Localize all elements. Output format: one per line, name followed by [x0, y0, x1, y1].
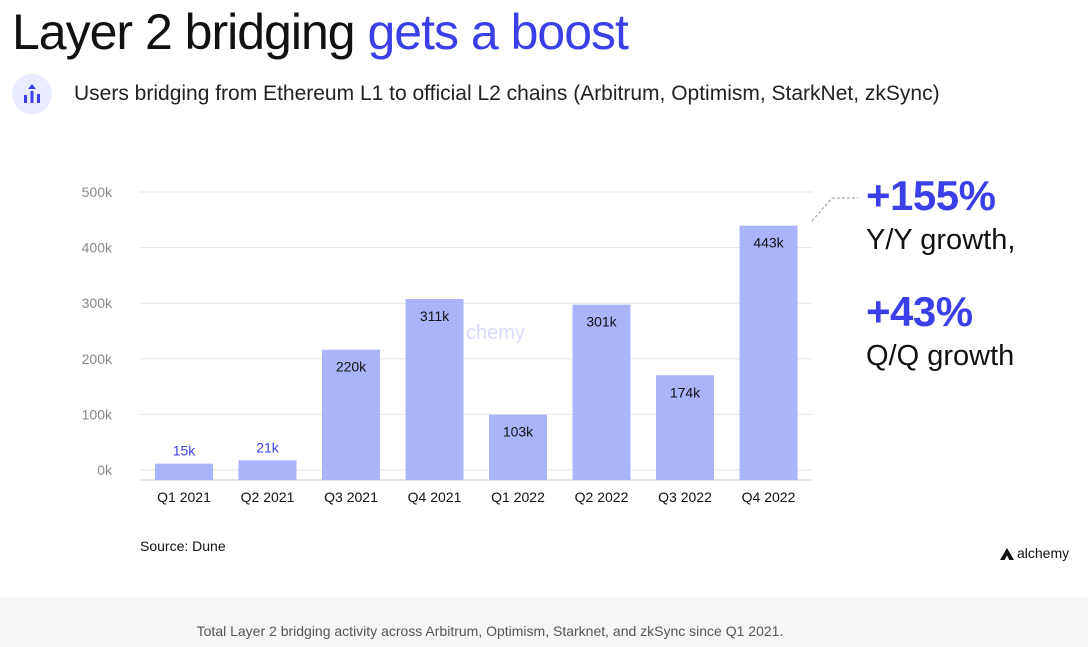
data-label: 103k — [503, 424, 534, 440]
alchemy-logo-icon — [1000, 548, 1014, 560]
qoq-growth-value: +43% — [866, 288, 973, 335]
yoy-growth-value: +155% — [866, 172, 996, 219]
data-labels: 15k 21k 220k 311k 103k 301k 174k 443k — [173, 235, 785, 459]
y-tick-label: 100k — [82, 406, 113, 422]
qoq-growth-label: Q/Q growth — [866, 340, 1015, 372]
data-label: 220k — [336, 359, 367, 375]
y-tick-label: 500k — [82, 184, 113, 200]
x-tick-label: Q3 2022 — [658, 489, 712, 505]
x-tick-label: Q2 2021 — [241, 489, 295, 505]
y-tick-label: 400k — [82, 240, 113, 256]
footer-caption: Total Layer 2 bridging activity across A… — [196, 623, 784, 639]
bar — [155, 463, 213, 480]
bar — [322, 349, 380, 480]
y-tick-label: 0k — [97, 462, 113, 478]
x-tick-label: Q3 2021 — [324, 489, 378, 505]
chart-subtitle: Users bridging from Ethereum L1 to offic… — [74, 82, 940, 105]
footer-band — [0, 597, 1088, 647]
y-tick-label: 200k — [82, 351, 113, 367]
yoy-growth-label: Y/Y growth, — [866, 224, 1016, 256]
bar — [572, 304, 631, 480]
bar — [739, 225, 798, 480]
data-label: 174k — [670, 384, 701, 400]
x-tick-label: Q1 2022 — [491, 489, 545, 505]
data-label: 311k — [420, 308, 450, 324]
x-tick-label: Q4 2022 — [742, 489, 796, 505]
title-main: Layer 2 bridging — [12, 4, 356, 60]
bar — [656, 375, 714, 480]
bar — [405, 299, 464, 480]
title-accent: gets a boost — [367, 4, 628, 60]
y-axis-tick-labels: 0k 100k 200k 300k 400k 500k — [82, 184, 113, 478]
data-label: 21k — [256, 439, 280, 455]
bar — [238, 460, 297, 480]
page-title: Layer 2 bridging gets a boost — [12, 2, 629, 62]
brand-logo: alchemy — [1000, 545, 1069, 561]
data-label: 443k — [753, 235, 784, 251]
brand-name: alchemy — [1017, 545, 1070, 561]
bars — [155, 225, 798, 480]
y-tick-label: 300k — [82, 295, 113, 311]
x-tick-label: Q1 2021 — [157, 489, 211, 505]
watermark: chemy — [466, 322, 525, 344]
x-axis-tick-labels: Q1 2021 Q2 2021 Q3 2021 Q4 2021 Q1 2022 Q2 20… — [157, 489, 795, 505]
x-tick-label: Q4 2021 — [408, 489, 462, 505]
bar — [489, 414, 547, 480]
source-note: Source: Dune — [140, 538, 226, 554]
callout-leader-line — [811, 197, 833, 222]
x-tick-label: Q2 2022 — [575, 489, 629, 505]
bar-chart-up-icon — [12, 74, 52, 114]
data-label: 15k — [173, 443, 197, 459]
data-label: 301k — [586, 314, 617, 330]
